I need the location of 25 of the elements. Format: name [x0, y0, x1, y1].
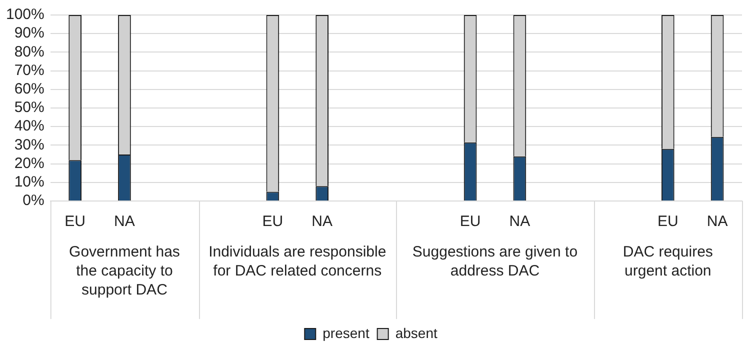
- y-tick-label: 10%: [14, 174, 44, 191]
- y-tick-label: 90%: [14, 24, 44, 42]
- text: Suggestions are given to address DAC: [412, 244, 578, 280]
- y-tick-label: 0%: [22, 192, 44, 210]
- legend-label: absent: [395, 324, 438, 341]
- text: Government has the capacity to support DAC: [69, 244, 180, 299]
- x-tick-label: NA: [312, 213, 332, 230]
- y-tick-label: 70%: [14, 62, 44, 79]
- y-tick-label: 80%: [14, 43, 44, 60]
- y-tick-label: 50%: [14, 99, 44, 116]
- x-tick-label: NA: [706, 213, 728, 230]
- y-tick-label: 60%: [14, 80, 44, 98]
- y-tick-label: 30%: [14, 136, 44, 154]
- x-tick-label: NA: [114, 213, 135, 230]
- legend-label: present: [322, 324, 370, 341]
- text: DAC requires urgent action: [622, 244, 713, 280]
- y-tick-label: 40%: [14, 118, 44, 135]
- text: Individuals are responsible for DAC related concerns: [208, 244, 386, 280]
- x-tick-label: EU: [657, 213, 678, 230]
- x-tick-label: EU: [64, 213, 86, 230]
- x-tick-label: EU: [460, 213, 481, 230]
- x-tick-label: EU: [262, 213, 284, 230]
- y-tick-label: 100%: [6, 6, 44, 24]
- y-tick-label: 20%: [14, 154, 44, 172]
- x-tick-label: NA: [509, 213, 530, 230]
